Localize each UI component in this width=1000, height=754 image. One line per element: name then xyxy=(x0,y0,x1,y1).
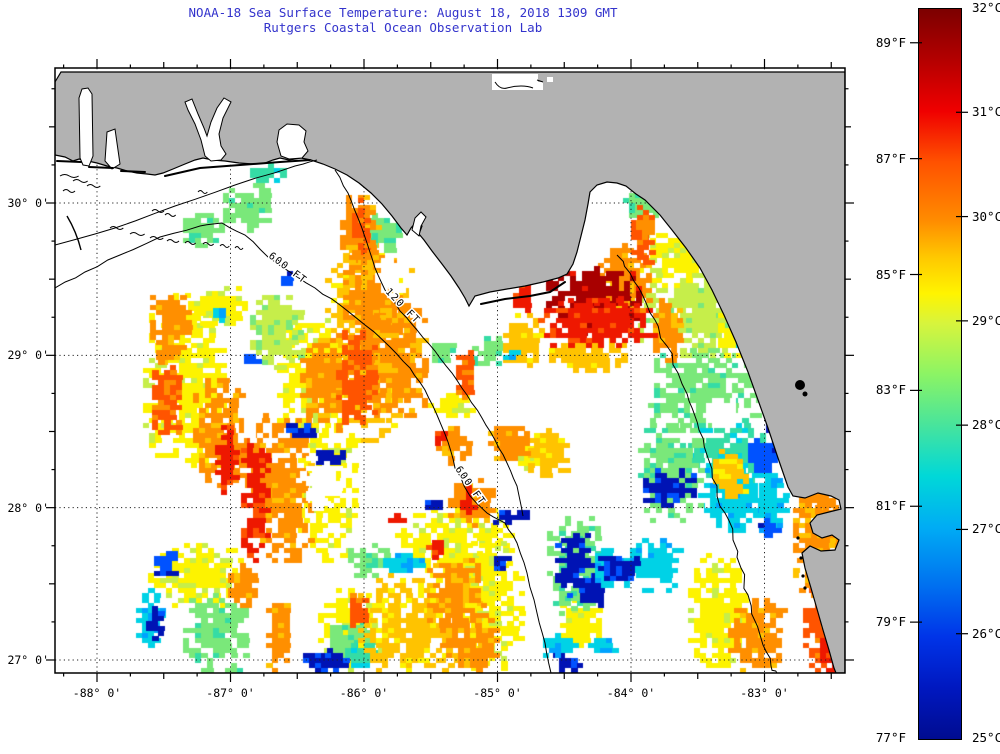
x-axis-tick-label: -87° 0' xyxy=(206,686,255,700)
marsh-islet xyxy=(197,190,208,194)
x-axis-tick-label: -84° 0' xyxy=(606,686,656,700)
gulf-coast-land xyxy=(55,71,845,673)
colorbar-fahrenheit-label: 81°F xyxy=(875,498,906,514)
barrier-island xyxy=(120,170,146,173)
marsh-islet xyxy=(86,184,101,188)
cloud-over-land xyxy=(525,82,543,90)
colorbar-celsius-label: 29°C xyxy=(972,312,1000,328)
coastal-island-dot xyxy=(803,586,807,590)
colorbar-fahrenheit-label: 77°F xyxy=(875,730,906,745)
contour-label: 120 FT xyxy=(383,286,422,326)
marsh-islet xyxy=(129,232,145,236)
contour-60ft xyxy=(55,159,318,246)
coastal-island-dot xyxy=(795,380,805,390)
marsh-islet xyxy=(184,241,197,245)
marsh-islet xyxy=(72,179,88,183)
coastal-island-dot xyxy=(799,556,803,560)
colorbar-celsius-label: 28°C xyxy=(972,417,1000,433)
colorbar-celsius-label: 26°C xyxy=(972,625,1000,641)
marsh-islet xyxy=(219,244,230,248)
colorbar-celsius-label: 27°C xyxy=(972,521,1000,537)
x-axis-tick-label: -86° 0' xyxy=(339,686,389,700)
colorbar-celsius-label: 32°C xyxy=(972,0,1000,15)
map-title: NOAA-18 Sea Surface Temperature: August … xyxy=(188,5,618,20)
marsh-islet xyxy=(164,213,177,217)
land-mass xyxy=(55,71,845,673)
marsh-islet xyxy=(166,239,180,243)
colorbar-fahrenheit-label: 89°F xyxy=(875,34,906,50)
contour-label: 600 FT xyxy=(453,464,488,507)
title-block: NOAA-18 Sea Surface Temperature: August … xyxy=(0,5,806,35)
contour-label: 600 FT xyxy=(266,251,309,287)
marsh-islet xyxy=(59,174,79,178)
x-axis-tick-label: -85° 0' xyxy=(473,686,522,700)
x-axis-tick-label: -83° 0' xyxy=(740,686,789,700)
x-axis-tick-label: -88° 0' xyxy=(72,686,122,700)
colorbar-fahrenheit-label: 83°F xyxy=(875,382,906,398)
marsh-islet xyxy=(234,246,244,250)
colorbar-fahrenheit-label: 87°F xyxy=(875,150,906,166)
map-plot-area: 600 FT 120 FT 600 FT xyxy=(55,68,845,673)
y-axis-tick-label: 27° 0' xyxy=(7,652,49,667)
y-axis-tick-label: 30° 0' xyxy=(7,196,49,210)
bay-inlet xyxy=(276,123,309,160)
barrier-island xyxy=(88,166,114,169)
colorbar-celsius-label: 30°C xyxy=(972,208,1000,224)
bay-inlet xyxy=(78,87,94,167)
marsh-islet xyxy=(202,242,215,246)
coastal-island-dot xyxy=(802,391,808,397)
barrier-island xyxy=(56,160,82,163)
coastal-island-dot xyxy=(801,574,805,578)
y-axis-tick-label: 28° 0' xyxy=(7,500,49,515)
colorbar-gradient xyxy=(919,9,961,739)
colorbar-celsius-label: 25°C xyxy=(972,730,1000,745)
y-axis-tick-label: 29° 0' xyxy=(7,348,49,363)
coastline-contour-layer: 600 FT 120 FT 600 FT xyxy=(55,68,845,673)
colorbar-fahrenheit-label: 85°F xyxy=(875,266,906,282)
marsh-islet xyxy=(62,189,76,193)
colorbar xyxy=(918,8,962,740)
map-subtitle: Rutgers Coastal Ocean Observation Lab xyxy=(263,20,543,35)
colorbar-celsius-label: 31°C xyxy=(972,104,1000,120)
depth-contours: 600 FT 120 FT 600 FT xyxy=(55,159,778,673)
coastal-island-dot xyxy=(796,536,800,540)
island-chain-arc xyxy=(66,215,82,251)
cloud-over-land xyxy=(547,77,553,82)
colorbar-fahrenheit-label: 79°F xyxy=(875,614,906,630)
